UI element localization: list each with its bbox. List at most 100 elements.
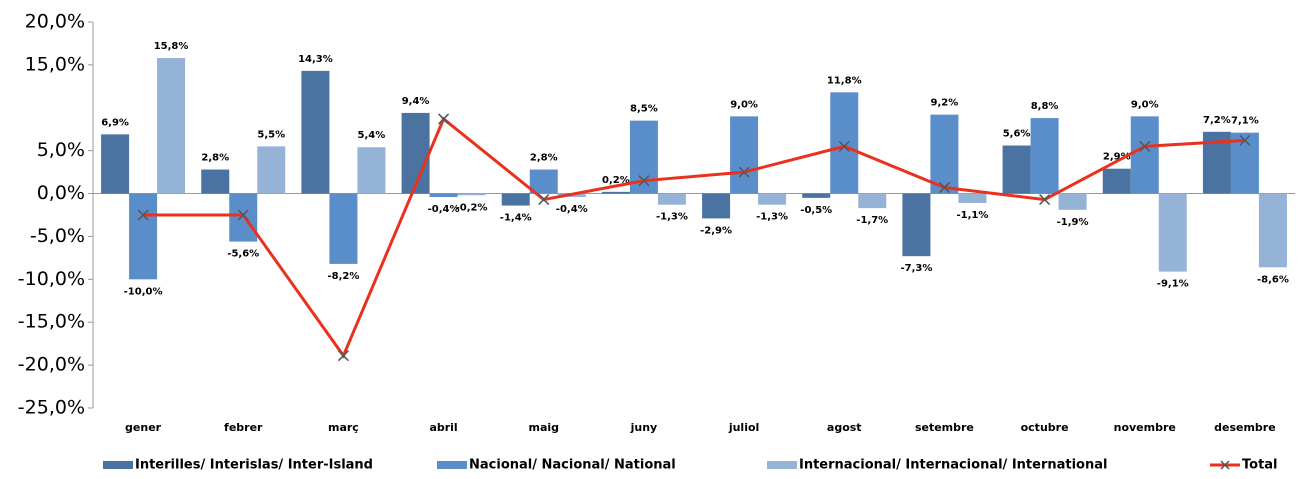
x-tick-label: octubre (1021, 421, 1069, 434)
line-marker (638, 175, 650, 187)
value-label: 5,6% (1003, 129, 1031, 140)
value-label: -7,3% (900, 263, 932, 274)
bar (257, 146, 286, 194)
value-label: -0,5% (800, 205, 832, 216)
line-marker (337, 350, 349, 362)
bar (802, 193, 831, 198)
bar (429, 193, 458, 197)
bar (501, 193, 530, 206)
value-label: 9,0% (1131, 99, 1159, 110)
y-tick-label: -20,0% (18, 354, 85, 376)
bar (830, 92, 859, 194)
bar (858, 193, 887, 209)
x-tick-label: juny (630, 421, 658, 434)
y-tick-label: 15,0% (25, 53, 85, 75)
value-label: -2,9% (700, 225, 732, 236)
value-label: 9,2% (931, 98, 959, 109)
value-label: 11,8% (827, 75, 862, 86)
legend-label: Internacional/ Internacional/ Internatio… (799, 458, 1107, 473)
line-marker (738, 166, 750, 178)
bar (1002, 145, 1031, 194)
bar (357, 147, 386, 194)
legend-label: Nacional/ Nacional/ National (469, 458, 676, 473)
bar (529, 169, 558, 194)
bar (1102, 168, 1131, 194)
line-marker (838, 140, 850, 152)
legend-swatch (103, 461, 133, 469)
value-label: -1,7% (856, 215, 888, 226)
value-label: 14,3% (298, 54, 333, 65)
value-label: 0,2% (602, 175, 630, 186)
bar (1030, 118, 1059, 194)
value-label: -1,4% (500, 213, 532, 224)
bar (329, 193, 358, 264)
bar (1258, 193, 1287, 268)
line-marker (538, 194, 550, 206)
bar (730, 116, 759, 194)
x-tick-label: desembre (1214, 421, 1276, 434)
value-label: 2,8% (201, 153, 229, 164)
y-tick-label: -25,0% (18, 397, 85, 419)
bar (958, 193, 987, 203)
bar (930, 114, 959, 194)
value-label: -1,9% (1057, 217, 1089, 228)
value-label: 2,8% (530, 153, 558, 164)
y-tick-label: -10,0% (18, 268, 85, 290)
x-tick-label: agost (827, 421, 862, 434)
bar (201, 169, 230, 194)
bar (1058, 193, 1087, 210)
value-label: 8,8% (1031, 101, 1059, 112)
value-label: 7,1% (1231, 116, 1259, 127)
line-marker (1139, 140, 1151, 152)
value-label: 6,9% (101, 117, 129, 128)
value-label: 5,4% (358, 130, 386, 141)
value-label: -1,1% (956, 210, 988, 221)
value-label: -9,1% (1157, 279, 1189, 290)
value-label: -10,0% (124, 286, 163, 297)
bar (101, 134, 130, 194)
value-label: 5,5% (257, 129, 285, 140)
line (143, 116, 1246, 359)
x-tick-label: maig (528, 421, 559, 434)
value-label: 9,4% (402, 96, 430, 107)
bar (129, 193, 158, 280)
value-label: 15,8% (154, 41, 189, 52)
x-tick-label: març (328, 421, 359, 434)
value-label: -8,6% (1257, 274, 1289, 285)
value-label: -1,3% (656, 212, 688, 223)
value-label: -0,4% (428, 204, 460, 215)
value-label: -0,2% (456, 202, 488, 213)
value-label: 7,2% (1203, 115, 1231, 126)
y-tick-label: 20,0% (25, 11, 85, 33)
bar (1158, 193, 1187, 272)
legend-label: Total (1242, 458, 1278, 473)
bar (457, 193, 486, 196)
legend-marker (1220, 460, 1230, 470)
value-label: -8,2% (327, 271, 359, 282)
bar (1130, 116, 1159, 194)
legend-swatch (767, 461, 797, 469)
x-tick-label: juliol (728, 421, 759, 434)
value-label: 2,9% (1103, 152, 1131, 163)
bar (758, 193, 787, 205)
line-marker (137, 209, 149, 221)
bar (601, 191, 630, 194)
bar (702, 193, 731, 219)
x-tick-label: febrer (224, 421, 263, 434)
bar (902, 193, 931, 257)
value-label: -5,6% (227, 249, 259, 260)
value-label: -0,4% (556, 204, 588, 215)
bar (657, 193, 686, 205)
legend-label: Interilles/ Interislas/ Inter-Island (135, 458, 373, 473)
bar (157, 58, 186, 194)
line-marker (938, 182, 950, 194)
x-tick-label: gener (125, 421, 162, 434)
y-tick-label: 0,0% (37, 182, 85, 204)
legend-swatch (437, 461, 467, 469)
x-tick-label: novembre (1114, 421, 1176, 434)
value-label: 9,0% (730, 99, 758, 110)
line-marker (438, 113, 450, 125)
y-tick-label: -15,0% (18, 311, 85, 333)
y-tick-label: -5,0% (30, 225, 85, 247)
